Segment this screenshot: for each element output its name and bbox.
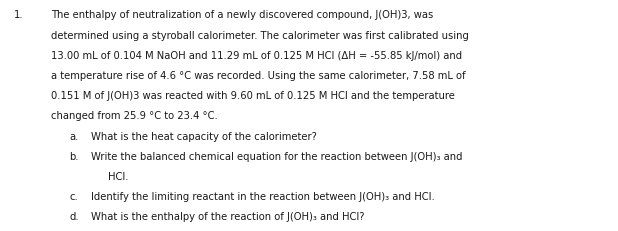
Text: changed from 25.9 °C to 23.4 °C.: changed from 25.9 °C to 23.4 °C.: [51, 111, 218, 121]
Text: 13.00 mL of 0.104 M NaOH and 11.29 mL of 0.125 M HCl (ΔH = -55.85 kJ/mol) and: 13.00 mL of 0.104 M NaOH and 11.29 mL of…: [51, 51, 462, 61]
Text: b.: b.: [69, 151, 78, 161]
Text: 1.: 1.: [14, 10, 23, 20]
Text: Write the balanced chemical equation for the reaction between J(OH)₃ and: Write the balanced chemical equation for…: [91, 151, 463, 161]
Text: d.: d.: [69, 211, 79, 221]
Text: a.: a.: [69, 131, 78, 141]
Text: What is the heat capacity of the calorimeter?: What is the heat capacity of the calorim…: [91, 131, 317, 141]
Text: determined using a styroball calorimeter. The calorimeter was first calibrated u: determined using a styroball calorimeter…: [51, 30, 468, 40]
Text: c.: c.: [69, 191, 78, 201]
Text: a temperature rise of 4.6 °C was recorded. Using the same calorimeter, 7.58 mL o: a temperature rise of 4.6 °C was recorde…: [51, 71, 465, 81]
Text: Identify the limiting reactant in the reaction between J(OH)₃ and HCl.: Identify the limiting reactant in the re…: [91, 191, 435, 201]
Text: The enthalpy of neutralization of a newly discovered compound, J(OH)3, was: The enthalpy of neutralization of a newl…: [51, 10, 433, 20]
Text: HCl.: HCl.: [108, 171, 129, 181]
Text: What is the enthalpy of the reaction of J(OH)₃ and HCl?: What is the enthalpy of the reaction of …: [91, 211, 365, 221]
Text: 0.151 M of J(OH)3 was reacted with 9.60 mL of 0.125 M HCl and the temperature: 0.151 M of J(OH)3 was reacted with 9.60 …: [51, 91, 455, 101]
